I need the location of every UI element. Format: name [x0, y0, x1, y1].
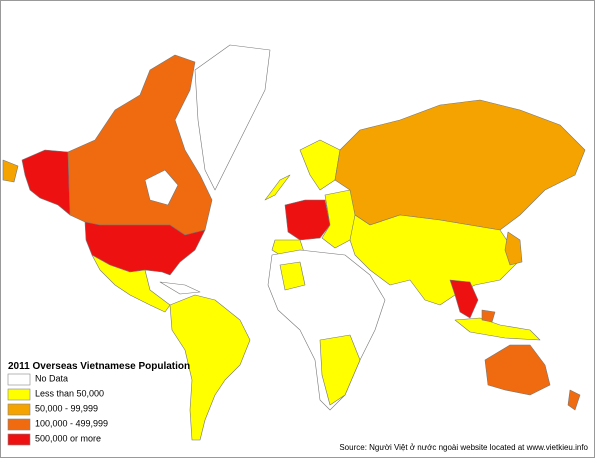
hudson-bay — [144, 169, 179, 206]
greenland — [194, 44, 271, 191]
legend-swatch — [7, 403, 31, 416]
east-russia-tip — [2, 159, 19, 183]
alaska — [21, 149, 71, 216]
legend-label: 100,000 - 499,999 — [35, 418, 108, 428]
north-africa — [279, 261, 306, 291]
legend-label: No Data — [35, 373, 68, 383]
australia — [484, 344, 551, 396]
southern-africa — [319, 334, 361, 406]
japan — [504, 231, 523, 266]
new-zealand — [567, 389, 581, 411]
legend-swatch — [7, 418, 31, 431]
legend-label: 50,000 - 99,999 — [35, 403, 98, 413]
uk-ireland — [264, 174, 291, 201]
legend-swatch — [7, 388, 31, 401]
source-note: Source: Người Việt ở nước ngoài website … — [339, 443, 588, 452]
south-america — [169, 294, 251, 441]
legend-label: 500,000 or more — [35, 433, 101, 443]
map-title: 2011 Overseas Vietnamese Population — [8, 361, 190, 372]
legend-swatch — [7, 373, 31, 386]
mexico — [91, 254, 171, 313]
france-germany — [284, 199, 331, 241]
legend-swatch — [7, 433, 31, 446]
legend: No Data Less than 50,000 50,000 - 99,999 10… — [7, 373, 108, 446]
thailand-cambodia — [449, 279, 479, 319]
malaysia — [481, 309, 496, 323]
legend-label: Less than 50,000 — [35, 388, 104, 398]
countries — [2, 44, 586, 441]
caribbean — [159, 281, 201, 295]
